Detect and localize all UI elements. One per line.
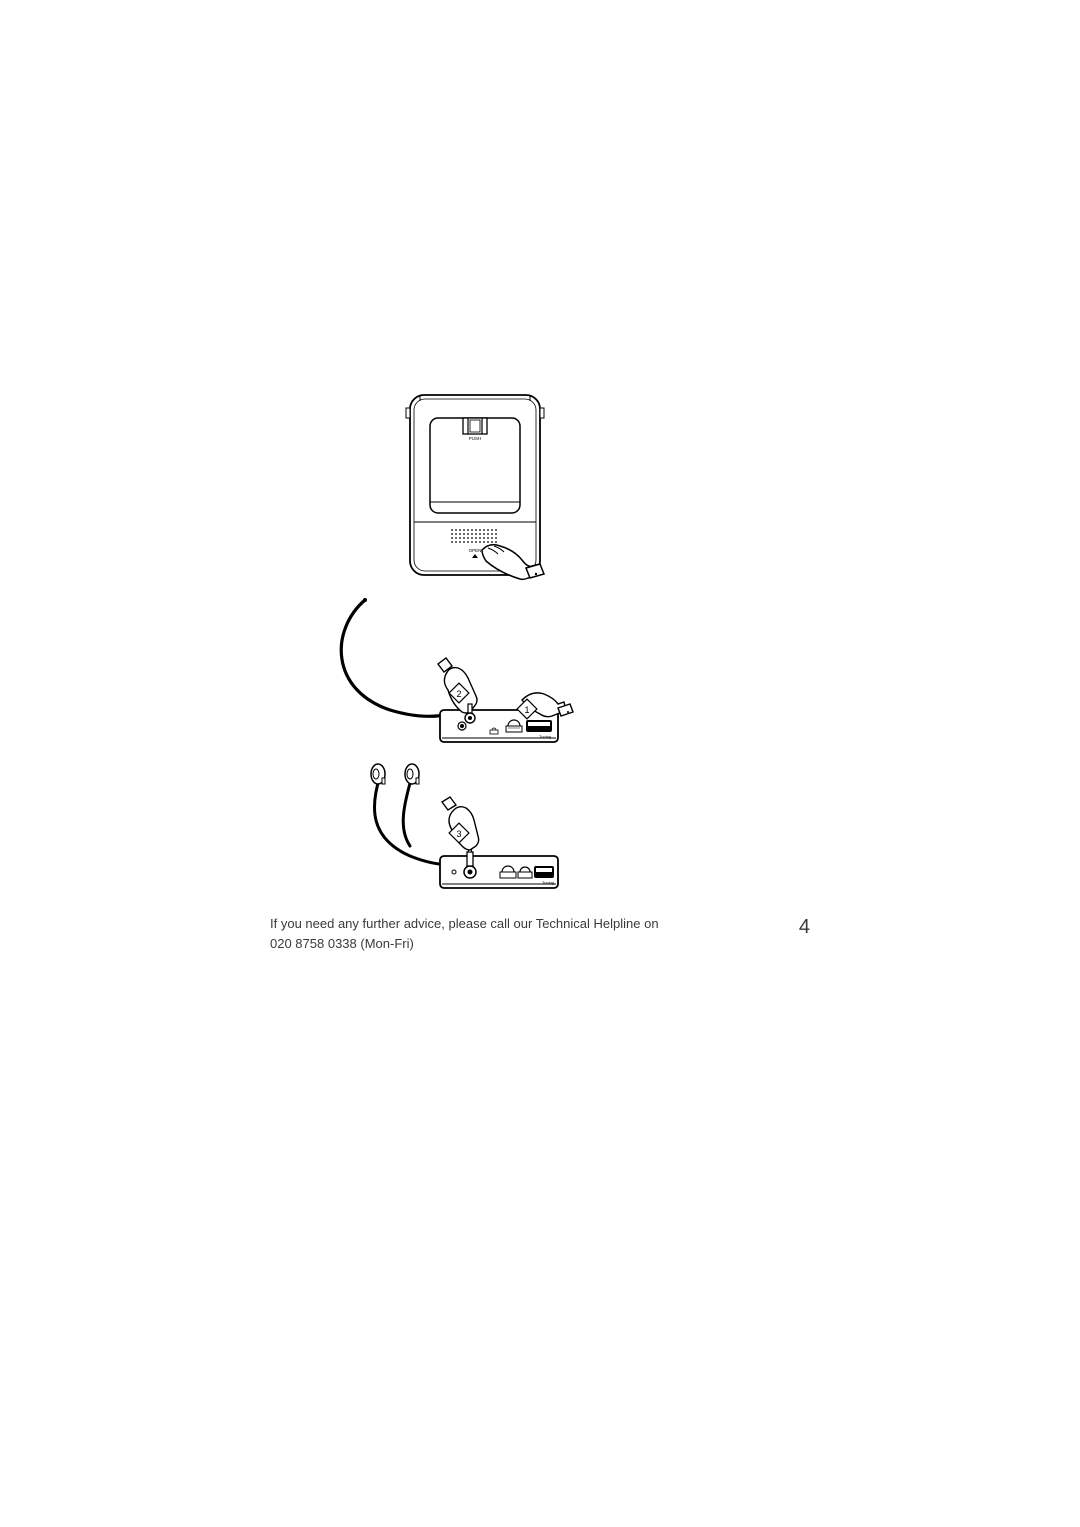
step-1-device-back: PUSH OPEN [406, 395, 544, 579]
manual-page: PUSH OPEN [0, 0, 1080, 1527]
footer-line1: If you need any further advice, please c… [270, 914, 810, 934]
push-label: PUSH [469, 436, 482, 441]
footer-helpline: If you need any further advice, please c… [270, 914, 810, 953]
svg-text:2: 2 [456, 689, 461, 699]
speaker-grille-icon [451, 529, 497, 543]
step-2-aerial: Tuning 2 [341, 598, 573, 742]
svg-text:1: 1 [524, 705, 529, 715]
open-label: OPEN [469, 548, 482, 553]
instruction-diagrams: PUSH OPEN [270, 390, 810, 900]
page-number: 4 [799, 916, 810, 939]
footer-line2: 020 8758 0338 (Mon-Fri) [270, 934, 810, 954]
tuning-label-3: Tuning [542, 880, 554, 885]
earbud-right-icon [405, 764, 419, 784]
earbud-left-icon [371, 764, 385, 784]
svg-text:3: 3 [456, 829, 461, 839]
step-3-earphones: Tuning 3 [371, 764, 558, 888]
tuning-label-2: Tuning [539, 734, 551, 739]
